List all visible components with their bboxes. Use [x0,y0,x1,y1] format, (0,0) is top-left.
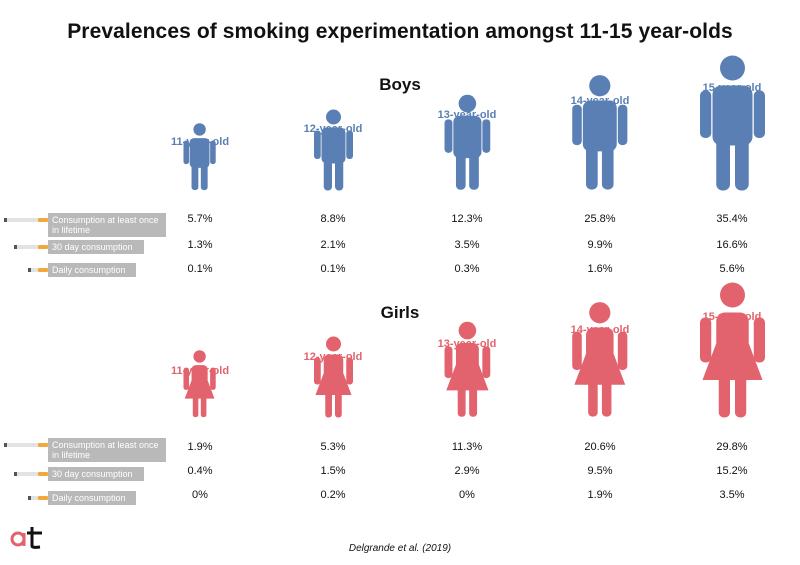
value-cell: 1.9% [587,489,613,501]
girl-figure-icon [572,302,628,417]
value-cell: 5.6% [719,263,745,275]
value-cell: 0.1% [320,263,346,275]
girl-figure-icon [183,350,217,417]
cigarette-icon [28,496,48,500]
boy-figure-icon [572,75,628,190]
girl-figure-icon [699,282,765,417]
value-cell: 16.6% [716,239,748,251]
boy-figure-icon [313,109,353,190]
value-cell: 15.2% [716,465,748,477]
brand-logo [10,527,42,549]
value-cell: 3.5% [454,239,480,251]
legend-label: Daily consumption [48,263,136,277]
cigarette-icon [4,218,48,222]
value-cell: 2.1% [320,239,346,251]
value-cell: 5.3% [320,441,346,453]
value-cell: 2.9% [454,465,480,477]
legend-label: 30 day consumption [48,240,144,254]
legend-label: Consumption at least once in lifetime [48,438,166,462]
legend-label: 30 day consumption [48,467,144,481]
girl-figure-icon [444,321,490,417]
boy-figure-icon [183,123,217,190]
value-cell: 0.1% [187,263,213,275]
cigarette-icon [14,245,48,249]
value-cell: 0% [192,489,208,501]
value-cell: 0.3% [454,263,480,275]
value-cell: 5.7% [187,213,213,225]
cigarette-icon [4,443,48,447]
value-cell: 35.4% [716,213,748,225]
source-citation: Delgrande et al. (2019) [348,543,452,554]
value-cell: 29.8% [716,441,748,453]
boys-section-title: Boys [379,75,421,94]
girls-section-title: Girls [380,303,420,322]
boy-figure-icon [444,94,490,190]
value-cell: 0% [459,489,475,501]
cigarette-icon [28,268,48,272]
value-cell: 0.2% [320,489,346,501]
cigarette-icon [14,472,48,476]
value-cell: 0.4% [187,465,213,477]
value-cell: 12.3% [451,213,483,225]
value-cell: 25.8% [584,213,616,225]
value-cell: 1.3% [187,239,213,251]
value-cell: 3.5% [719,489,745,501]
page-title: Prevalences of smoking experimentation a… [67,20,733,43]
value-cell: 1.9% [187,441,213,453]
value-cell: 11.3% [451,441,483,453]
legend-label: Consumption at least once in lifetime [48,213,166,237]
boy-figure-icon [699,55,765,190]
girl-figure-icon [313,336,353,417]
value-cell: 20.6% [584,441,616,453]
value-cell: 1.5% [320,465,346,477]
boy-age-label: 13-year-old [437,109,497,121]
legend-label: Daily consumption [48,491,136,505]
value-cell: 1.6% [587,263,613,275]
value-cell: 9.9% [587,239,613,251]
value-cell: 9.5% [587,465,613,477]
value-cell: 8.8% [320,213,346,225]
